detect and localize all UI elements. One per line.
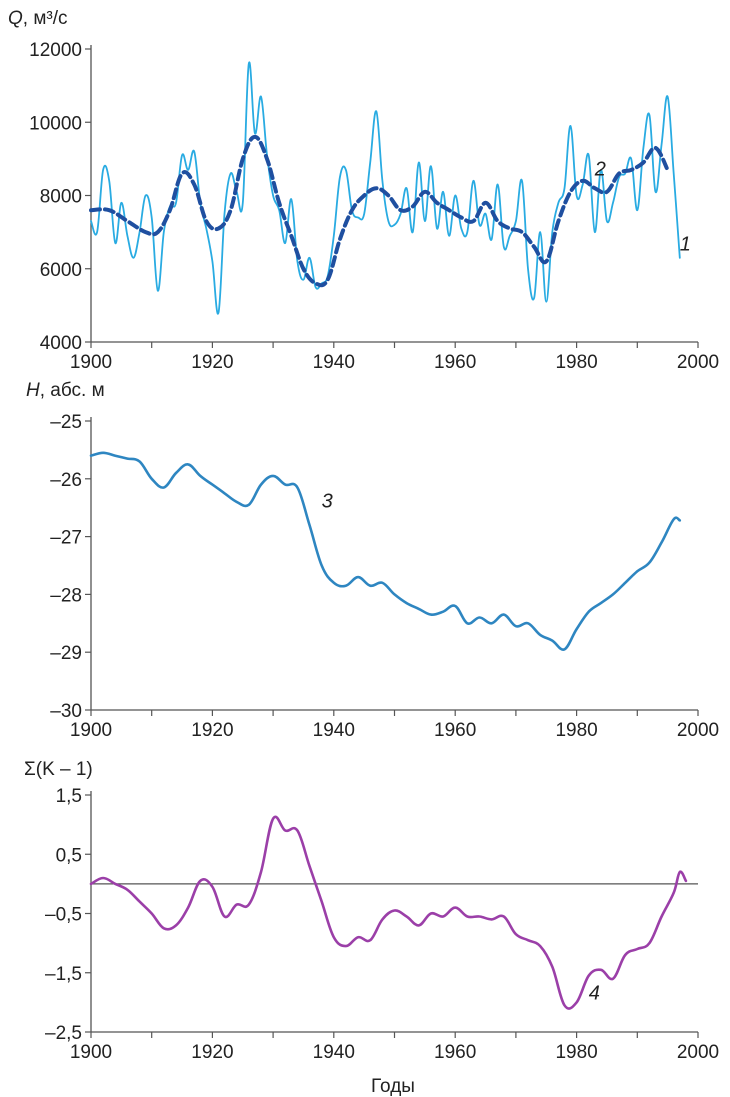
x-tick-label: 1960 — [434, 352, 476, 373]
x-tick-label: 1900 — [70, 352, 112, 373]
y-tick-label: 6000 — [40, 260, 82, 281]
y-tick-label: –0,5 — [45, 905, 82, 926]
x-tick-label: 2000 — [677, 720, 719, 741]
curve-label-1: 1 — [680, 233, 691, 255]
cumulative-y-axis-title: Σ(K – 1) — [24, 759, 93, 780]
y-tick-label: –26 — [50, 470, 82, 491]
series-line-3 — [89, 451, 682, 651]
curve-label-3: 3 — [322, 491, 333, 513]
x-tick-label: 1920 — [191, 720, 233, 741]
x-tick-label: 1940 — [313, 352, 355, 373]
x-tick-label: 2000 — [677, 1042, 719, 1063]
y-tick-label: –27 — [50, 528, 82, 549]
y-tick-label: –2,5 — [45, 1023, 82, 1044]
y-tick-label: –1,5 — [45, 964, 82, 985]
x-tick-label: 2000 — [677, 352, 719, 373]
x-tick-label: 1960 — [434, 1042, 476, 1063]
y-tick-label: –30 — [50, 701, 82, 722]
y-tick-label: 1,5 — [56, 786, 82, 807]
y-tick-label: –28 — [50, 585, 82, 606]
curve-label-2: 2 — [594, 158, 606, 180]
y-tick-label: –25 — [50, 412, 82, 433]
x-tick-label: 1980 — [555, 720, 597, 741]
discharge-y-axis-title: Q, м³/с — [8, 8, 68, 29]
x-tick-label: 1920 — [191, 352, 233, 373]
y-tick-label: 4000 — [40, 333, 82, 354]
x-tick-label: 1900 — [70, 1042, 112, 1063]
x-tick-label: 1980 — [555, 352, 597, 373]
x-tick-label: 1940 — [313, 1042, 355, 1063]
y-tick-label: 8000 — [40, 187, 82, 208]
curve-label-4: 4 — [589, 982, 600, 1004]
y-tick-label: 0,5 — [56, 845, 82, 866]
series-line-4 — [89, 815, 688, 1010]
series-line-1 — [90, 61, 681, 315]
y-tick-label: 10000 — [29, 113, 82, 134]
x-axis-title: Годы — [371, 1076, 415, 1097]
x-tick-label: 1900 — [70, 720, 112, 741]
x-tick-label: 1980 — [555, 1042, 597, 1063]
x-tick-label: 1920 — [191, 1042, 233, 1063]
y-tick-label: –29 — [50, 643, 82, 664]
x-tick-label: 1940 — [313, 720, 355, 741]
x-tick-label: 1960 — [434, 720, 476, 741]
y-tick-label: 12000 — [29, 40, 82, 61]
series-line-2 — [89, 134, 670, 288]
level-y-axis-title: H, абс. м — [26, 380, 105, 401]
